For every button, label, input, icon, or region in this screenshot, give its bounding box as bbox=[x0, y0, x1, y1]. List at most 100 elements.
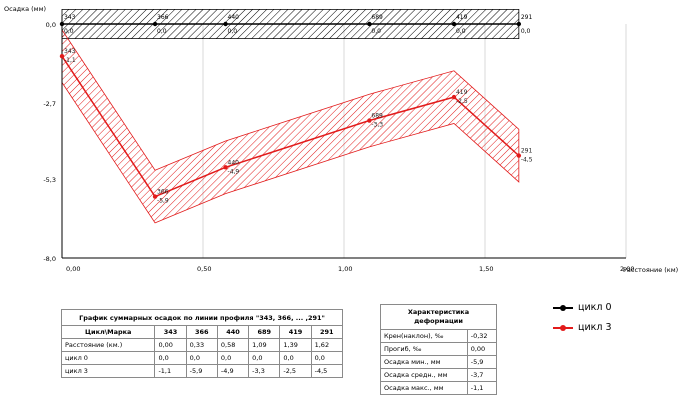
table-row: цикл 0 0,0 0,0 0,0 0,0 0,0 0,0 bbox=[60, 351, 344, 365]
table-row: Прогиб, ‰ 0,00 bbox=[380, 342, 498, 356]
value-label: -1,1 bbox=[64, 57, 76, 64]
legend-item-cycle-3: цикл 3 bbox=[553, 322, 612, 333]
y-tick-label: -5,3 bbox=[43, 176, 56, 184]
value-label: 0,0 bbox=[456, 28, 466, 35]
series-point bbox=[516, 21, 522, 27]
summary-header-mark: 419 bbox=[279, 325, 312, 339]
characteristic-label: Осадка средн., мм bbox=[380, 368, 468, 382]
point-label: 291 bbox=[521, 148, 533, 155]
value-label: 0,0 bbox=[64, 28, 74, 35]
legend-swatch-black bbox=[553, 304, 573, 311]
table-cell: 0,0 bbox=[279, 351, 312, 365]
x-tick-label: 1,50 bbox=[479, 265, 493, 273]
table-cell: 0,0 bbox=[154, 351, 187, 365]
x-tick-label: 1,00 bbox=[338, 265, 352, 273]
characteristic-label: Крен(наклон), ‰ bbox=[380, 329, 468, 343]
y-tick-label: 0,0 bbox=[46, 21, 56, 29]
summary-header-mark: 440 bbox=[216, 325, 250, 339]
point-label: 689 bbox=[371, 113, 383, 120]
summary-header-mark: 366 bbox=[185, 325, 218, 339]
point-label: 440 bbox=[228, 159, 240, 166]
series-line-1 bbox=[61, 55, 520, 198]
table-cell: 0,00 bbox=[154, 338, 187, 352]
point-label: 419 bbox=[456, 14, 468, 21]
value-label: -4,5 bbox=[521, 157, 533, 164]
characteristic-label: Прогиб, ‰ bbox=[380, 342, 468, 356]
series-point bbox=[152, 194, 158, 199]
characteristic-value: -1,1 bbox=[466, 381, 498, 395]
y-tick-label: -2,7 bbox=[43, 100, 56, 108]
x-tick-label: 0,00 bbox=[66, 265, 80, 273]
legend-swatch-red bbox=[553, 324, 573, 331]
value-label: 0,0 bbox=[371, 28, 381, 35]
table-cell: 0,0 bbox=[185, 351, 218, 365]
characteristics-caption-line1: Характеристика bbox=[407, 308, 470, 316]
point-label: 343 bbox=[64, 48, 76, 55]
series-point bbox=[451, 94, 457, 100]
point-label: 419 bbox=[456, 89, 468, 96]
series-point bbox=[59, 21, 65, 27]
table-row: Осадка средн., мм -3,7 bbox=[380, 368, 498, 382]
series-point bbox=[59, 53, 65, 59]
y-tick-label: -8,0 bbox=[43, 255, 56, 263]
summary-header-mark: 291 bbox=[310, 325, 344, 339]
series-point bbox=[367, 118, 372, 123]
point-label: 366 bbox=[157, 14, 169, 21]
value-label: 0,0 bbox=[157, 28, 167, 35]
table-cell: 1,39 bbox=[279, 338, 312, 352]
value-label: -5,9 bbox=[157, 198, 169, 205]
series-point bbox=[367, 21, 372, 27]
characteristics-table: Характеристика деформации Крен(наклон), … bbox=[380, 304, 498, 395]
table-cell: -3,3 bbox=[248, 364, 281, 378]
characteristic-value: 0,00 bbox=[466, 342, 498, 356]
table-cell: -4,5 bbox=[310, 364, 344, 378]
value-label: -3,3 bbox=[371, 122, 383, 129]
table-row: Осадка макс., мм -1,1 bbox=[380, 381, 498, 395]
series-point bbox=[451, 21, 457, 27]
summary-table-caption: График суммарных осадок по линии профиля… bbox=[61, 309, 343, 326]
band-cycle-3 bbox=[61, 28, 520, 224]
table-cell: 0,58 bbox=[216, 338, 250, 352]
characteristics-table-caption: Характеристика деформации bbox=[380, 304, 497, 330]
table-cell: 0,0 bbox=[248, 351, 281, 365]
series-point bbox=[516, 153, 522, 158]
summary-header-mark: 689 bbox=[248, 325, 281, 339]
legend-label: цикл 0 bbox=[578, 302, 612, 313]
point-label: 440 bbox=[228, 14, 240, 21]
characteristic-value: -5,9 bbox=[466, 355, 498, 369]
point-label: 689 bbox=[371, 14, 383, 21]
point-label: 343 bbox=[64, 14, 76, 21]
table-cell: 1,62 bbox=[310, 338, 344, 352]
characteristic-label: Осадка мин., мм bbox=[380, 355, 468, 369]
characteristics-caption-line2: деформации bbox=[414, 317, 463, 325]
table-cell: -5,9 bbox=[185, 364, 218, 378]
row-label: цикл 3 bbox=[60, 364, 156, 378]
value-label: -4,9 bbox=[228, 168, 240, 175]
legend-label: цикл 3 bbox=[578, 322, 612, 333]
summary-table: График суммарных осадок по линии профиля… bbox=[60, 309, 344, 378]
row-label: Расстояние (км.) bbox=[60, 338, 156, 352]
characteristic-value: -3,7 bbox=[466, 368, 498, 382]
point-label: 366 bbox=[157, 189, 169, 196]
table-cell: 0,0 bbox=[216, 351, 250, 365]
table-cell: 0,0 bbox=[310, 351, 344, 365]
x-tick-label: 2,00 bbox=[620, 265, 634, 273]
series-point bbox=[223, 21, 228, 27]
table-row: Осадка мин., мм -5,9 bbox=[380, 355, 498, 369]
series-point bbox=[223, 165, 228, 170]
row-label: цикл 0 bbox=[60, 351, 156, 365]
legend-item-cycle-0: цикл 0 bbox=[553, 302, 612, 313]
summary-table-header: Цикл\Марка 343 366 440 689 419 291 bbox=[60, 325, 344, 339]
series-point bbox=[152, 21, 158, 27]
x-axis-label: Расстояние (км) bbox=[623, 266, 678, 274]
table-row: Крен(наклон), ‰ -0,32 bbox=[380, 329, 498, 343]
value-label: 0,0 bbox=[521, 28, 531, 35]
point-label: 291 bbox=[521, 14, 533, 21]
table-cell: 0,33 bbox=[185, 338, 218, 352]
y-axis-label: Осадка (мм) bbox=[4, 5, 46, 13]
x-tick-label: 0,50 bbox=[197, 265, 211, 273]
table-cell: -2,5 bbox=[279, 364, 312, 378]
table-cell: -1,1 bbox=[154, 364, 187, 378]
table-row: Расстояние (км.) 0,00 0,33 0,58 1,09 1,39 1,62 bbox=[60, 338, 344, 352]
characteristic-label: Осадка макс., мм bbox=[380, 381, 468, 395]
